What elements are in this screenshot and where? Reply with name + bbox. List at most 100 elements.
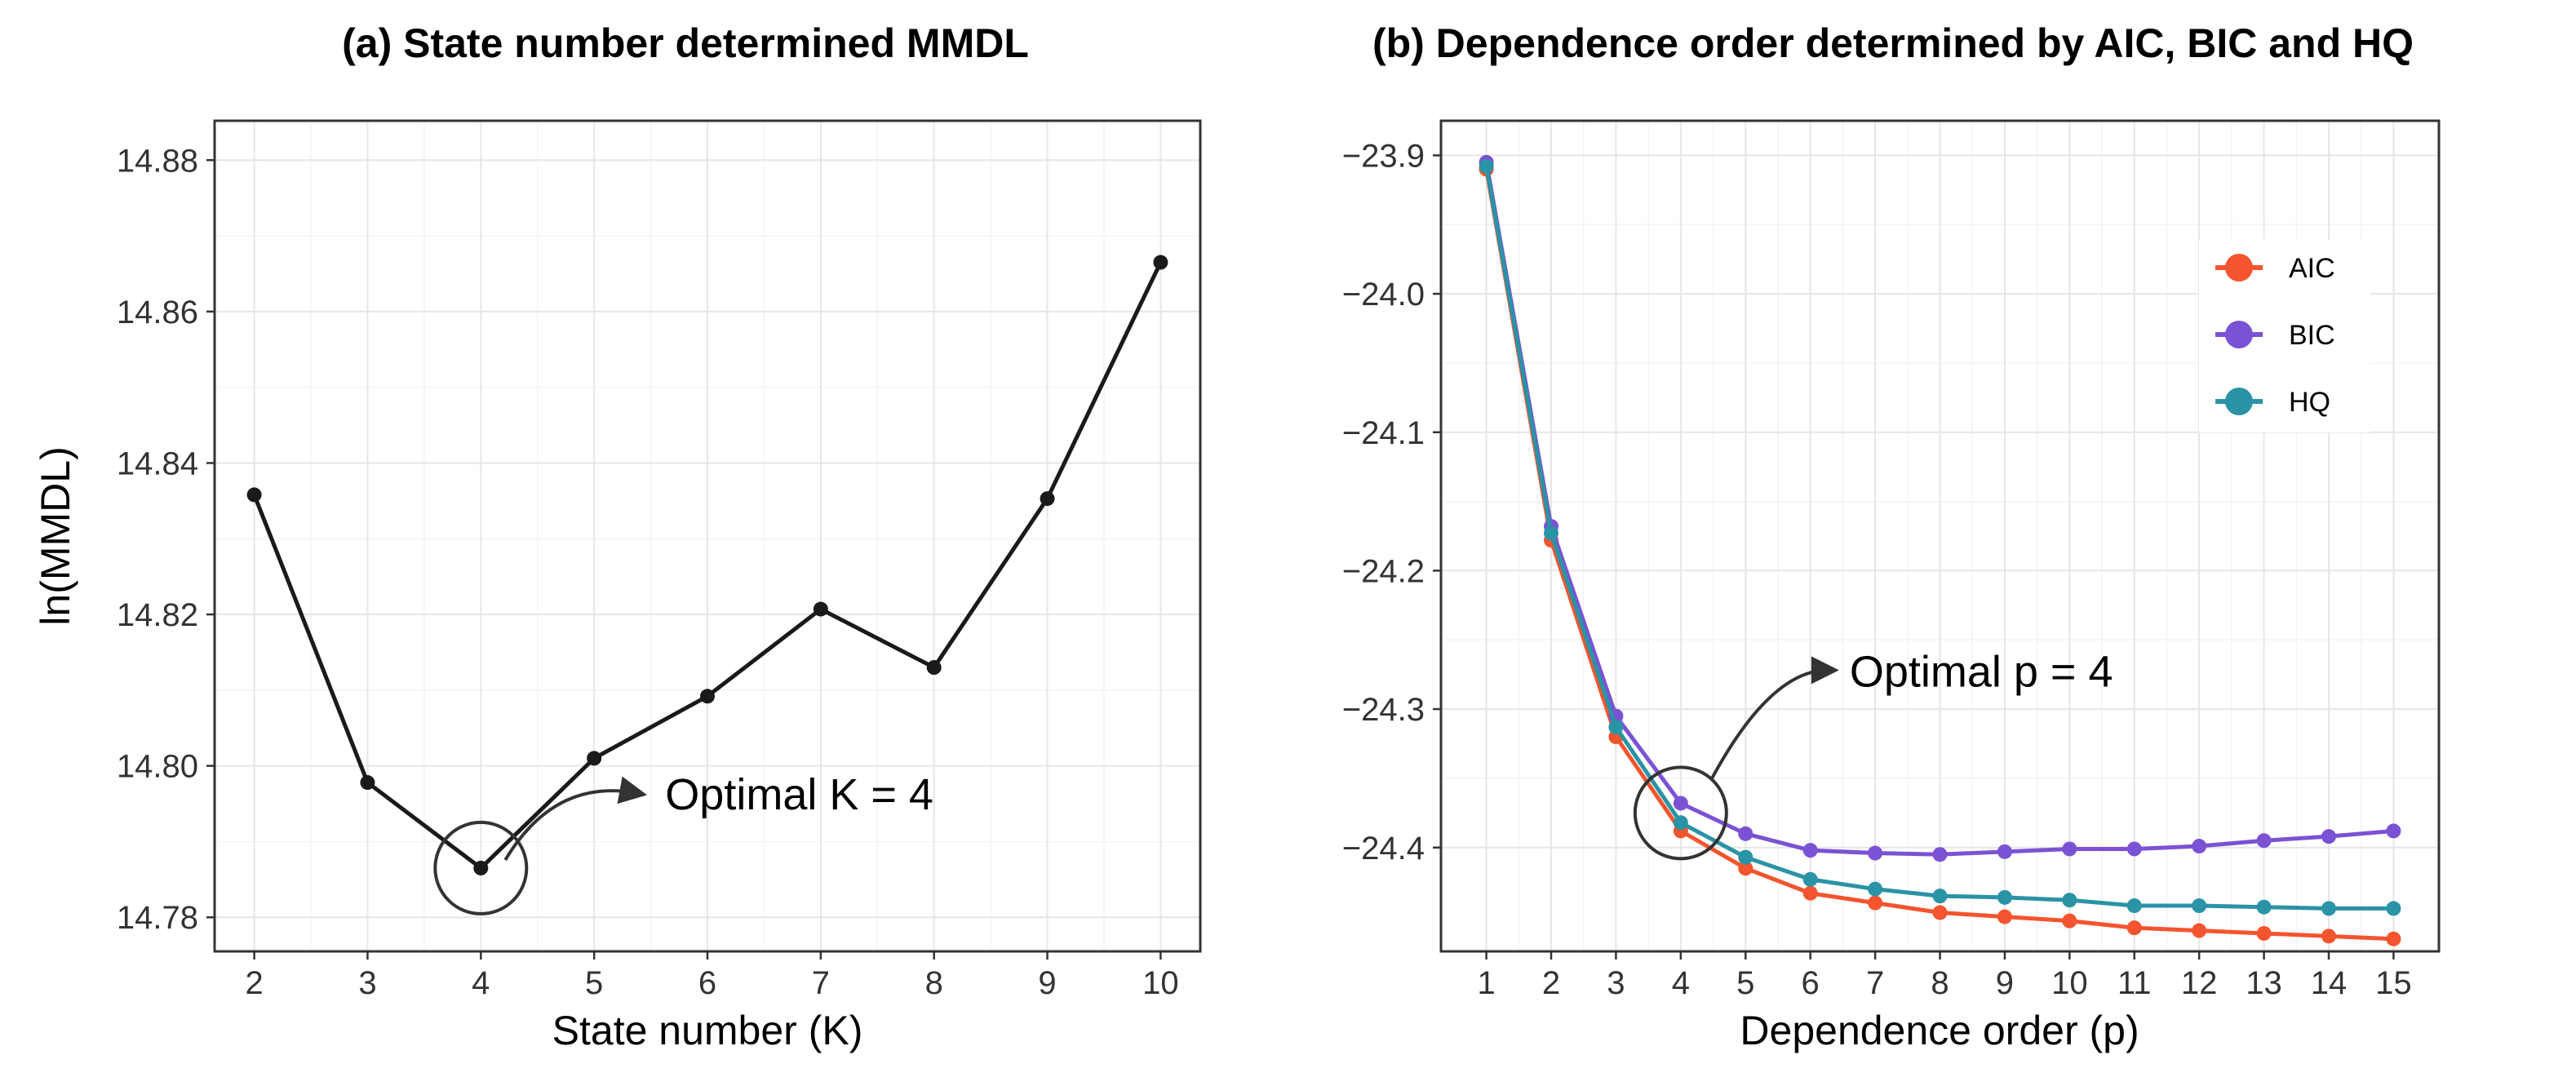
y-tick-label: 14.84 [117, 445, 198, 481]
data-point-hq [1479, 158, 1494, 174]
data-point-hq [1608, 720, 1624, 735]
panel-a: (a) State number determined MMDL 2 3 4 5 6 7 8… [33, 20, 1202, 1053]
x-tick-label: 9 [1996, 965, 2014, 1001]
y-tick-label: 14.82 [117, 597, 198, 633]
panel-a-annotation: Optimal K = 4 [433, 770, 933, 915]
data-point-bic [1738, 826, 1754, 841]
x-tick-label: 1 [1477, 965, 1495, 1001]
data-point-hq [2192, 898, 2207, 914]
x-tick-label: 12 [2181, 965, 2218, 1001]
data-point-bic [2126, 841, 2142, 857]
data-point-bic [1673, 796, 1688, 811]
x-tick-label: 5 [1736, 965, 1754, 1001]
data-point-hq [1673, 815, 1688, 831]
data-point-hq [2386, 901, 2401, 916]
data-point-hq [2062, 893, 2077, 908]
x-tick-label: 2 [1542, 965, 1560, 1001]
legend-key-point-hq [2225, 388, 2253, 415]
x-tick-label: 2 [245, 965, 263, 1001]
data-point-aic [1932, 905, 1948, 920]
data-point-hq [1932, 889, 1948, 904]
data-point-bic [2386, 823, 2401, 839]
data-point-ln-mmdl [1040, 491, 1055, 507]
panel-b-title: (b) Dependence order determined by AIC, … [1372, 20, 2414, 66]
panel-b-series [1479, 154, 2401, 946]
legend-key-point-bic [2225, 321, 2253, 348]
data-point-bic [1997, 844, 2012, 859]
data-point-hq [1997, 889, 2012, 905]
data-point-bic [1802, 843, 1818, 858]
optimal-p-arrowhead [1811, 656, 1839, 685]
optimal-p-highlight-circle [1633, 765, 1728, 861]
optimal-p-label: Optimal p = 4 [1850, 647, 2113, 696]
x-tick-label: 8 [1931, 965, 1949, 1001]
data-point-ln-mmdl [1153, 255, 1168, 270]
data-point-bic [2192, 839, 2207, 854]
data-point-aic [1738, 861, 1754, 876]
data-point-aic [2386, 931, 2401, 946]
x-tick-label: 13 [2246, 965, 2282, 1001]
data-point-ln-mmdl [360, 775, 375, 791]
y-tick-label: −24.4 [1342, 831, 1425, 867]
x-tick-label: 9 [1038, 965, 1056, 1001]
data-point-aic [1802, 885, 1818, 901]
data-point-hq [1738, 849, 1754, 865]
data-point-aic [1997, 909, 2012, 924]
data-point-aic [2256, 925, 2272, 941]
data-point-bic [1868, 845, 1883, 861]
data-point-bic [2062, 841, 2077, 857]
data-point-bic [2256, 833, 2272, 849]
x-tick-label: 7 [812, 965, 830, 1001]
x-tick-label: 6 [698, 965, 716, 1001]
x-tick-label: 10 [1142, 965, 1179, 1001]
data-point-hq [1868, 881, 1883, 897]
optimal-k-arrow [503, 789, 636, 861]
legend-label-bic: BIC [2289, 320, 2335, 351]
data-point-ln-mmdl [246, 487, 262, 503]
optimal-k-arrowhead [617, 776, 648, 805]
panel-b-legend: AIC BIC HQ [2199, 240, 2370, 432]
x-tick-label: 4 [1672, 965, 1690, 1001]
y-tick-label: 14.88 [117, 143, 198, 179]
panel-a-title: (a) State number determined MMDL [342, 20, 1029, 66]
panel-b-x-axis-title: Dependence order (p) [1740, 1008, 2139, 1053]
data-point-ln-mmdl [473, 860, 489, 875]
x-tick-label: 11 [2117, 965, 2152, 1001]
x-tick-label: 15 [2375, 965, 2412, 1001]
data-point-hq [2126, 898, 2142, 914]
data-point-hq [1802, 871, 1818, 887]
legend-key-point-aic [2225, 254, 2253, 281]
x-tick-label: 7 [1866, 965, 1884, 1001]
legend-label-hq: HQ [2289, 387, 2330, 418]
y-tick-label: −24.3 [1342, 692, 1425, 728]
x-tick-label: 10 [2051, 965, 2088, 1001]
y-tick-label: 14.86 [117, 295, 198, 330]
x-tick-label: 4 [472, 965, 490, 1001]
data-point-bic [1932, 847, 1948, 862]
panel-a-x-axis-title: State number (K) [552, 1008, 863, 1053]
y-tick-label: −23.9 [1342, 138, 1425, 174]
x-tick-label: 3 [358, 965, 376, 1001]
data-point-hq [2256, 899, 2272, 915]
data-point-hq [2321, 901, 2336, 916]
y-tick-label: 14.78 [117, 900, 198, 936]
data-point-bic [2321, 829, 2336, 844]
data-point-aic [2321, 929, 2336, 944]
optimal-k-highlight-circle [433, 820, 529, 915]
data-point-aic [2126, 920, 2142, 936]
x-tick-label: 6 [1802, 965, 1820, 1001]
legend-label-aic: AIC [2289, 253, 2335, 284]
y-tick-label: −24.1 [1342, 415, 1425, 451]
data-point-aic [2062, 913, 2077, 929]
data-point-ln-mmdl [587, 751, 602, 766]
panel-a-grid [215, 121, 1200, 951]
x-tick-label: 3 [1607, 965, 1625, 1001]
data-point-hq [1544, 525, 1559, 541]
y-tick-label: 14.80 [117, 749, 198, 785]
data-point-ln-mmdl [813, 601, 828, 617]
panel-a-y-axis-title: ln(MMDL) [33, 446, 78, 625]
panel-a-ticks: 2 3 4 5 6 7 8 9 10 14.78 14.80 14.82 14.84 14.86 14.88 [117, 143, 1179, 1001]
data-point-aic [1868, 895, 1883, 911]
panel-b: (b) Dependence order determined by AIC, … [1342, 20, 2441, 1053]
